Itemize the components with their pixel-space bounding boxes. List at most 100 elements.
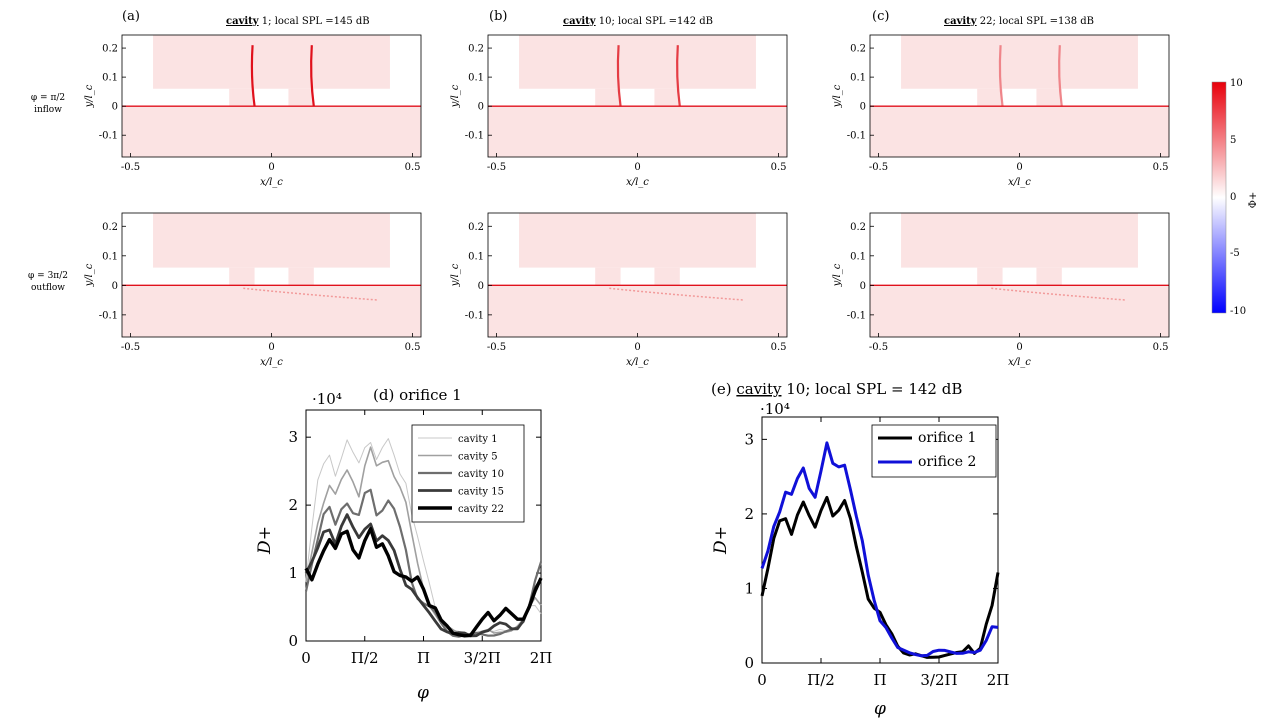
wake-vorticity — [243, 287, 379, 301]
orifice-region — [654, 267, 680, 286]
y-tick-label: 0 — [112, 102, 118, 113]
y-tick-label: 0.2 — [850, 44, 866, 55]
panel-e-plot: 0 Π/2 Π 3/2Π 2Π 0 1 2 3 orifice 1 orifice 2 — [744, 416, 1010, 689]
y-axis-label: y/l_c — [84, 84, 95, 108]
series-line-cavity-22 — [304, 526, 543, 638]
legend-label: orifice 2 — [918, 454, 976, 470]
colorbar-tick: -5 — [1230, 248, 1240, 259]
x-tick-label: 2Π — [530, 649, 553, 667]
row-label-flow: inflow — [34, 105, 62, 115]
jet-vorticity — [1058, 45, 1063, 107]
panel-title-c: (c) cavity 22; local SPL =138 dB — [872, 9, 1094, 27]
cavity-word: cavity — [944, 16, 978, 27]
x-tick-label: 2Π — [987, 671, 1010, 689]
flow-region — [870, 106, 1169, 157]
title-rest: 10; local SPL = 142 dB — [781, 380, 962, 398]
y-tick-label: 3 — [744, 430, 754, 448]
panel-d-plot: 0 Π/2 Π 3/2Π 2Π 0 1 2 3 cavity 1 cavity 5 cavity 10… — [288, 409, 553, 667]
panel-e-title: (e) cavity 10; local SPL = 142 dB — [711, 380, 962, 398]
orifice-region — [1036, 88, 1062, 107]
y-tick-label: 0.1 — [102, 73, 118, 84]
y-axis-label: y/l_c — [832, 263, 843, 287]
y-tick-label: 0.1 — [468, 251, 484, 262]
jet-vorticity — [616, 45, 622, 107]
panel-title-text: cavity 1; local SPL =145 dB — [226, 16, 370, 27]
y-tick-label: 0.1 — [850, 251, 866, 262]
row-label-flow: outflow — [31, 283, 65, 293]
x-tick-label: 0.5 — [405, 162, 421, 173]
orifice-region — [229, 88, 255, 107]
jet-vorticity — [998, 45, 1004, 107]
x-tick-label: 3/2Π — [464, 649, 501, 667]
row-label-phase: φ = 3π/2 — [28, 271, 68, 281]
legend-label: cavity 5 — [458, 452, 498, 463]
x-tick-label: 0.5 — [1153, 342, 1169, 353]
orifice-region — [229, 267, 255, 286]
field-panel: -0.5 0 0.5 0.2 0.1 0 -0.1 x/l_c y/l_c — [832, 34, 1170, 188]
colorbar-tick: 10 — [1230, 78, 1243, 89]
y-axis-label: y/l_c — [84, 263, 95, 287]
field-panel: -0.5 0 0.5 0.2 0.1 0 -0.1 x/l_c y/l_c — [832, 212, 1170, 368]
y-tick-label: -0.1 — [465, 310, 484, 321]
x-tick-label: -0.5 — [869, 342, 888, 353]
orifice-region — [977, 88, 1003, 107]
cavity-region — [153, 213, 390, 268]
x-tick-label: -0.5 — [121, 342, 140, 353]
y-axis-label: y/l_c — [450, 84, 461, 108]
field-panel: -0.5 0 0.5 0.2 0.1 0 -0.1 x/l_c y/l_c — [84, 212, 422, 368]
title-letter: (e) — [711, 380, 736, 398]
flow-region — [488, 285, 787, 337]
colorbar: 10 5 0 -5 -10 Φ+ — [1211, 78, 1259, 317]
row-label-phase: φ = π/2 — [31, 93, 65, 103]
field-panel: -0.5 0 0.5 0.2 0.1 0 -0.1 x/l_c y/l_c — [450, 34, 788, 188]
cavity-region — [519, 35, 756, 89]
row-label-inflow: φ = π/2 inflow — [31, 93, 65, 115]
x-tick-label: 0 — [634, 342, 640, 353]
y-tick-label: -0.1 — [847, 131, 866, 142]
y-tick-label: 0 — [112, 281, 118, 292]
x-axis-label: x/l_c — [1008, 357, 1031, 368]
y-tick-label: 0.2 — [468, 44, 484, 55]
x-tick-label: 0 — [757, 671, 767, 689]
cavity-word: cavity — [226, 16, 260, 27]
series-line-orifice-2 — [760, 441, 999, 658]
y-tick-label: 2 — [744, 505, 754, 523]
field-panel: -0.5 0 0.5 0.2 0.1 0 -0.1 x/l_c y/l_c — [84, 34, 422, 188]
legend-label: orifice 1 — [918, 430, 976, 446]
x-tick-label: 0 — [268, 342, 274, 353]
x-axis-label: x/l_c — [260, 357, 283, 368]
x-axis-label: x/l_c — [626, 357, 649, 368]
panel-d: (d) orifice 1 ·10⁴ D+ φ 0 Π/2 Π 3/2Π 2Π 0 1 2 3 c… — [255, 386, 552, 703]
colorbar-tick: 0 — [1230, 192, 1236, 203]
x-tick-label: -0.5 — [487, 162, 506, 173]
y-tick-label: 0 — [288, 632, 298, 650]
title-rest: 22; local SPL =138 dB — [977, 16, 1094, 27]
panel-title-text: cavity 22; local SPL =138 dB — [944, 16, 1094, 27]
field-panel: -0.5 0 0.5 0.2 0.1 0 -0.1 x/l_c y/l_c — [450, 212, 788, 368]
wake-vorticity — [991, 287, 1127, 301]
jet-vorticity — [250, 45, 256, 107]
colorbar-tick: -10 — [1230, 306, 1246, 317]
y-tick-label: 0 — [744, 654, 754, 672]
panel-title-text: cavity 10; local SPL =142 dB — [563, 16, 713, 27]
orifice-region — [288, 88, 314, 107]
cavity-region — [901, 213, 1138, 268]
flow-region — [488, 106, 787, 157]
panel-title-a: (a) cavity 1; local SPL =145 dB — [122, 9, 370, 27]
x-tick-label: 0.5 — [1153, 162, 1169, 173]
y-tick-label: 1 — [744, 579, 754, 597]
x-tick-label: 0.5 — [771, 342, 787, 353]
series-line-cavity-15 — [304, 513, 543, 638]
cavity-region — [153, 35, 390, 89]
x-tick-label: 0 — [634, 162, 640, 173]
y-tick-label: 0 — [860, 102, 866, 113]
x-tick-label: -0.5 — [869, 162, 888, 173]
y-tick-label: 0.1 — [850, 73, 866, 84]
panel-d-title: (d) orifice 1 — [373, 386, 462, 404]
y-tick-label: 3 — [288, 428, 298, 446]
cavity-word: cavity — [563, 16, 597, 27]
x-axis-label: x/l_c — [1008, 177, 1031, 188]
row-label-outflow: φ = 3π/2 outflow — [28, 271, 68, 293]
y-tick-label: -0.1 — [465, 131, 484, 142]
